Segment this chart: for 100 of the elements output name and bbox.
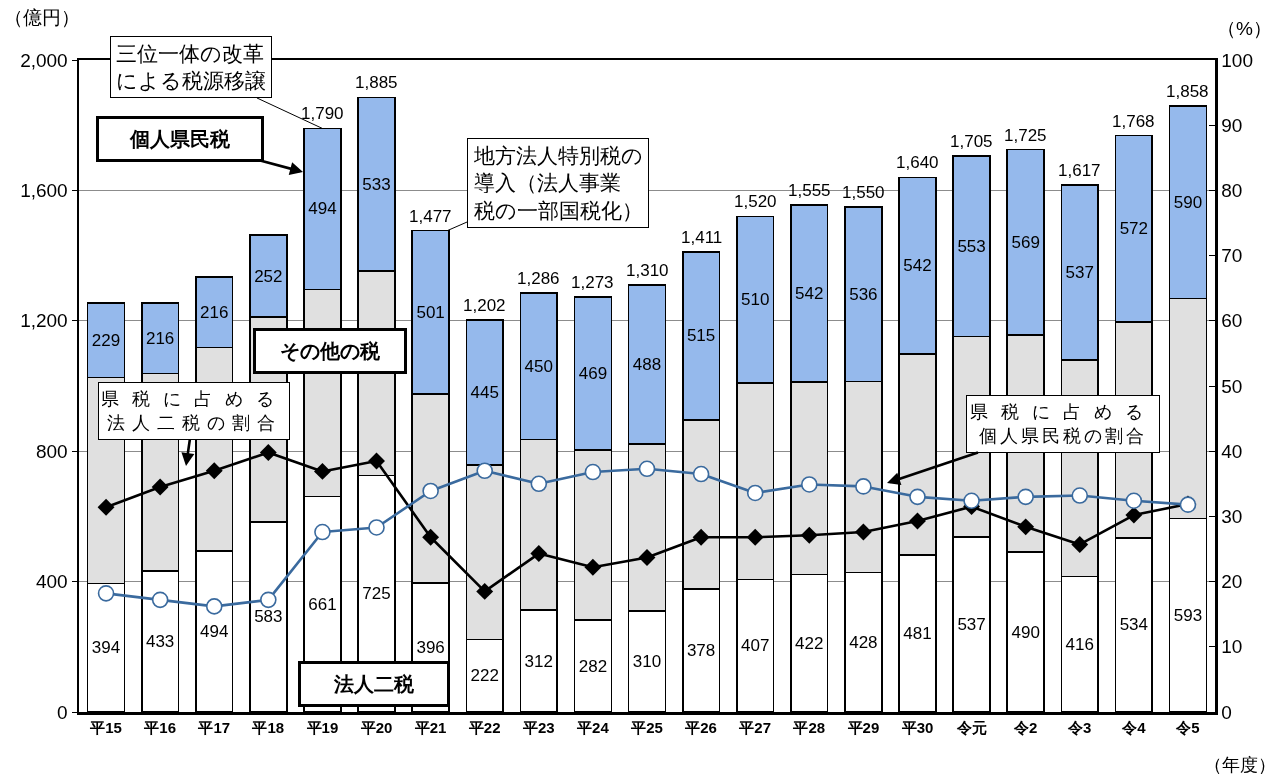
point: [854, 523, 872, 541]
data-label: 407: [741, 636, 770, 656]
point: [692, 465, 710, 483]
data-label: 252: [254, 266, 283, 286]
data-label: 542: [903, 256, 932, 276]
total-label: 1,768: [1112, 112, 1155, 131]
y2-tick-label: 0: [1221, 701, 1232, 723]
x-tick-label: 平24: [576, 718, 610, 736]
total-label: 1,725: [1004, 126, 1047, 145]
y-tick-label: 1,600: [20, 180, 68, 202]
data-label: 501: [416, 302, 445, 322]
total-label: 1,617: [1058, 161, 1101, 180]
point: [909, 488, 926, 506]
data-label: 553: [957, 236, 986, 256]
y-tick-label: 2,000: [20, 49, 68, 71]
point: [368, 452, 385, 470]
data-label: 310: [632, 651, 662, 671]
data-label: 583: [254, 607, 283, 627]
data-label: 590: [1173, 192, 1203, 212]
data-label: 542: [795, 283, 824, 303]
point: [476, 462, 494, 480]
x-tick-label: 平27: [738, 718, 772, 736]
y2-tick-label: 80: [1221, 180, 1243, 202]
x-tick-label: 平30: [900, 718, 934, 736]
x-tick-label: 平26: [684, 718, 717, 736]
y2-tick-label: 10: [1221, 636, 1243, 658]
y2-tick-label: 20: [1221, 571, 1243, 593]
point: [259, 444, 277, 461]
total-label: 1,477: [409, 207, 452, 226]
data-label: 222: [470, 666, 499, 686]
text: 個人県民税: [129, 128, 231, 150]
point: [1017, 488, 1034, 506]
point: [1071, 535, 1089, 553]
series-label: その他の税: [279, 340, 381, 362]
data-label: 396: [416, 637, 445, 657]
total-label: 1,411: [681, 228, 723, 247]
data-label: 569: [1011, 232, 1040, 252]
y2-tick-label: 70: [1221, 245, 1243, 267]
total-label: 1,885: [355, 73, 398, 92]
data-label: 433: [145, 631, 175, 651]
point: [476, 582, 494, 600]
point: [313, 462, 331, 480]
total-label: 1,550: [842, 183, 885, 202]
data-label: 488: [632, 354, 662, 374]
point: [801, 476, 818, 493]
x-tick-label: 平15: [89, 718, 122, 736]
x-tick-label: 平29: [846, 718, 880, 736]
total-label: 1,858: [1166, 82, 1209, 101]
data-label: 536: [849, 284, 878, 304]
data-label: 312: [524, 651, 553, 671]
data-label: 515: [686, 326, 716, 346]
point: [97, 585, 115, 602]
point: [205, 462, 223, 480]
total-label: 1,520: [734, 192, 777, 211]
data-label: 494: [200, 621, 229, 641]
point: [151, 478, 169, 496]
data-label: 428: [849, 632, 878, 652]
point: [692, 528, 710, 546]
y2-tick-label: 50: [1221, 375, 1243, 397]
y-tick-label: 400: [36, 571, 68, 593]
point: [909, 512, 926, 530]
point: [963, 492, 980, 510]
y-tick-label: 1,200: [20, 310, 68, 332]
y2-axis-title: （%）: [1217, 18, 1272, 39]
point: [584, 558, 602, 576]
x-tick-label: 平25: [630, 718, 663, 736]
point: [530, 475, 548, 493]
point: [638, 549, 656, 566]
point: [530, 545, 548, 563]
x-tick-label: 令5: [1175, 718, 1200, 736]
point: [746, 528, 764, 546]
total-label: 1,310: [626, 261, 669, 280]
point: [422, 482, 439, 500]
data-label: 229: [91, 330, 121, 350]
point: [1125, 506, 1143, 524]
annotation: 地方法人特別税の導入（法人事業税の一部国税化）: [473, 144, 643, 222]
data-label: 661: [308, 594, 337, 614]
total-label: 1,273: [571, 273, 614, 292]
point: [800, 526, 818, 544]
y2-tick-label: 60: [1221, 310, 1243, 332]
data-label: 537: [1065, 262, 1094, 282]
y2-tick-label: 30: [1221, 506, 1243, 528]
x-tick-label: 平21: [413, 718, 447, 736]
y2-tick-label: 40: [1221, 440, 1243, 462]
x-tick-label: 令4: [1121, 718, 1147, 736]
x-tick-label: 令3: [1067, 718, 1092, 736]
point: [97, 498, 115, 516]
x-tick-label: 平19: [305, 718, 339, 736]
y2-tick-label: 90: [1221, 114, 1243, 136]
data-label: 394: [91, 638, 121, 658]
point: [205, 598, 223, 615]
annotation: 三位一体の改革による税源移譲: [116, 42, 266, 93]
data-label: 490: [1011, 622, 1040, 642]
x-tick-label: 令2: [1013, 718, 1038, 736]
x-tick-label: 平17: [197, 718, 231, 736]
data-label: 445: [470, 383, 499, 403]
point: [1071, 487, 1089, 504]
total-label: 1,705: [950, 132, 993, 151]
data-label: 593: [1173, 605, 1203, 625]
x-tick-label: 平18: [251, 718, 285, 736]
